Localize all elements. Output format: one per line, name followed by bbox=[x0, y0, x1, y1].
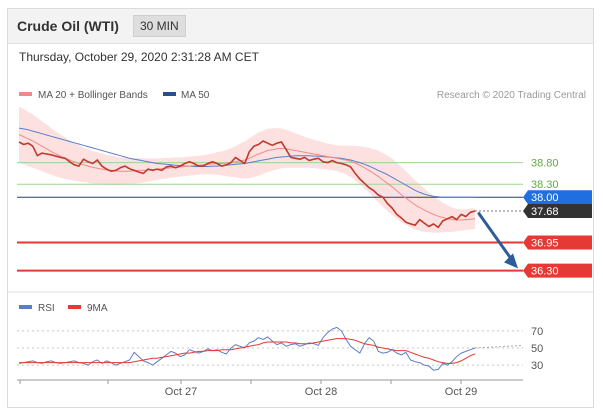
timeframe-badge[interactable]: 30 MIN bbox=[133, 15, 186, 37]
ma50-legend-label: MA 50 bbox=[181, 90, 210, 101]
rsi-panel: 70 50 30 bbox=[17, 326, 543, 372]
time-tick-label: Oct 27 bbox=[165, 386, 197, 398]
level-label: 36.30 bbox=[531, 266, 559, 278]
bollinger-band bbox=[19, 106, 475, 233]
ma9-legend-label: 9MA bbox=[87, 303, 108, 314]
level-label: 38.30 bbox=[531, 179, 559, 191]
ma20-legend-label: MA 20 + Bollinger Bands bbox=[38, 90, 148, 101]
rsi-tick-label: 70 bbox=[531, 326, 543, 338]
rsi-line bbox=[18, 326, 476, 371]
research-credit: Research © 2020 Trading Central bbox=[437, 90, 586, 101]
ma20-legend-swatch bbox=[19, 92, 32, 96]
rsi-legend-swatch bbox=[19, 305, 32, 309]
rsi-extension bbox=[474, 344, 524, 349]
level-badge bbox=[523, 235, 592, 250]
rsi-legend-label: RSI bbox=[38, 303, 55, 314]
ma50-legend-swatch bbox=[163, 92, 176, 96]
level-label: 36.95 bbox=[531, 238, 559, 250]
chart-timestamp: Thursday, October 29, 2020 2:31:28 AM CE… bbox=[19, 50, 259, 64]
chart-header: Crude Oil (WTI) 30 MIN bbox=[8, 9, 593, 44]
price-line bbox=[18, 140, 476, 229]
level-badge bbox=[523, 263, 592, 278]
rsi-ma9-line bbox=[19, 338, 476, 364]
level-badge bbox=[523, 190, 592, 205]
time-axis: Oct 27 Oct 28 Oct 29 bbox=[17, 379, 523, 398]
rsi-tick-label: 50 bbox=[531, 343, 543, 355]
ma50-line bbox=[18, 127, 475, 198]
forecast-arrow-head bbox=[504, 253, 518, 269]
level-badge bbox=[523, 204, 592, 218]
instrument-title: Crude Oil (WTI) bbox=[17, 18, 119, 34]
forecast-arrow-shaft bbox=[477, 212, 515, 263]
time-tick-label: Oct 28 bbox=[305, 386, 337, 398]
time-tick-label: Oct 29 bbox=[445, 386, 477, 398]
rsi-tick-label: 30 bbox=[531, 360, 543, 372]
level-label: 37.68 bbox=[531, 206, 559, 218]
level-label: 38.80 bbox=[531, 158, 559, 170]
level-label: 38.00 bbox=[531, 192, 559, 204]
chart-frame bbox=[7, 8, 594, 408]
ma9-legend-swatch bbox=[68, 305, 81, 309]
